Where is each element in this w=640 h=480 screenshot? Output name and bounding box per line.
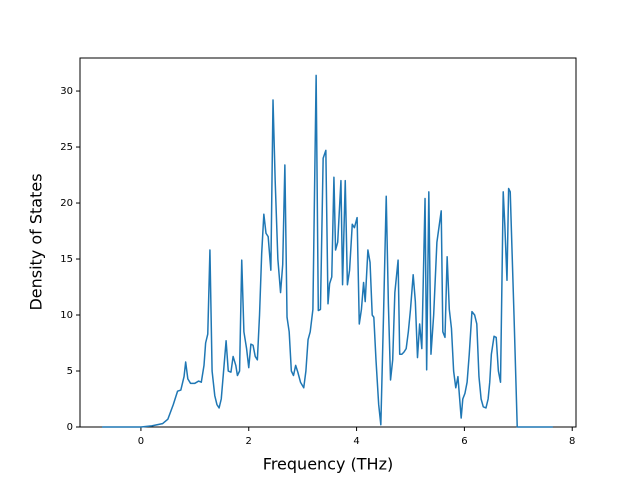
- x-tick-label: 6: [461, 436, 467, 447]
- y-tick-label: 25: [60, 142, 73, 153]
- y-tick-label: 5: [67, 366, 73, 377]
- x-tick-label: 0: [138, 436, 144, 447]
- x-axis-label: Frequency (THz): [263, 455, 393, 474]
- y-tick-label: 20: [60, 198, 73, 209]
- plot-frame: [79, 57, 577, 428]
- x-tick-label: 8: [569, 436, 575, 447]
- x-tick-label: 4: [353, 436, 359, 447]
- dos-line: [102, 74, 553, 428]
- y-axis-label: Density of States: [27, 173, 46, 310]
- x-tick-label: 2: [246, 436, 252, 447]
- y-tick-label: 0: [67, 422, 73, 433]
- y-tick-label: 10: [60, 310, 73, 321]
- y-tick-label: 15: [60, 254, 73, 265]
- y-tick-label: 30: [60, 86, 73, 97]
